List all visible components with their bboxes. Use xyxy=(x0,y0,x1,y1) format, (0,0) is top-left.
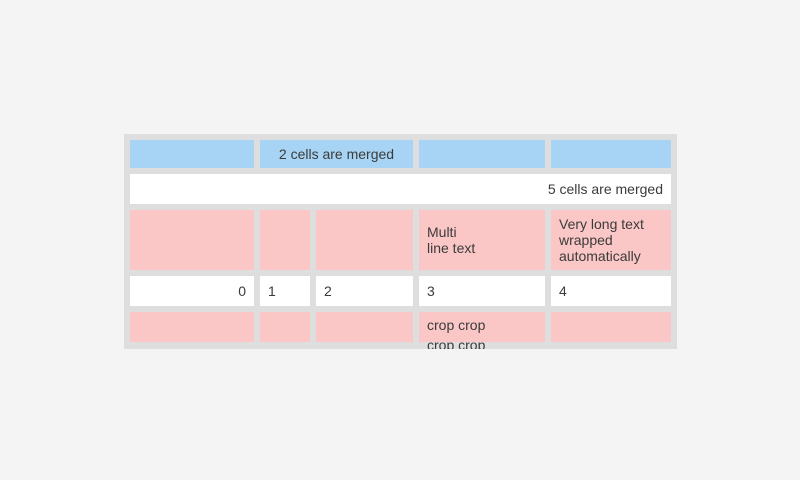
cropped-text: crop crop crop crop xyxy=(427,317,486,349)
table-cell-r4c4: 3 xyxy=(419,276,545,306)
table-cell-r2-merged: 5 cells are merged xyxy=(130,174,671,204)
table-cell-r3c1 xyxy=(130,210,254,270)
table-cell-r5c2 xyxy=(260,312,310,342)
table-cell-r3c2 xyxy=(260,210,310,270)
table-cell-r4c1: 0 xyxy=(130,276,254,306)
table-cell-r4c5: 4 xyxy=(551,276,671,306)
table-cell-r3c5-wrapped: Very long text wrapped automatically xyxy=(551,210,671,270)
table-cell-r4c3: 2 xyxy=(316,276,413,306)
table-cell-r5c5 xyxy=(551,312,671,342)
table-cell-r3c3 xyxy=(316,210,413,270)
table-cell-r1c2-merged: 2 cells are merged xyxy=(260,140,413,168)
merged-cells-table[interactable]: 2 cells are merged 5 cells are merged Mu… xyxy=(124,134,677,349)
table-cell-r4c2: 1 xyxy=(260,276,310,306)
table-cell-r1c5 xyxy=(551,140,671,168)
table-cell-r1c4 xyxy=(419,140,545,168)
table-cell-r1c1 xyxy=(130,140,254,168)
table-cell-r5c4-cropped: crop crop crop crop xyxy=(419,312,545,349)
table-cell-r5c1 xyxy=(130,312,254,342)
table-cell-r3c4-multiline: Multi line text xyxy=(419,210,545,270)
table-cell-r5c3 xyxy=(316,312,413,342)
